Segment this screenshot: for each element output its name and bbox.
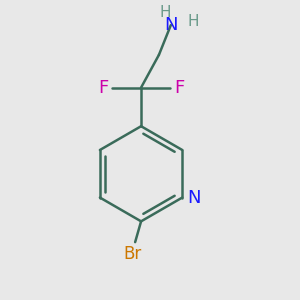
Text: Br: Br <box>123 244 141 262</box>
Text: F: F <box>98 79 108 97</box>
Text: N: N <box>164 16 178 34</box>
Text: F: F <box>174 79 184 97</box>
Text: H: H <box>159 5 171 20</box>
Text: N: N <box>188 189 201 207</box>
Text: H: H <box>187 14 199 29</box>
